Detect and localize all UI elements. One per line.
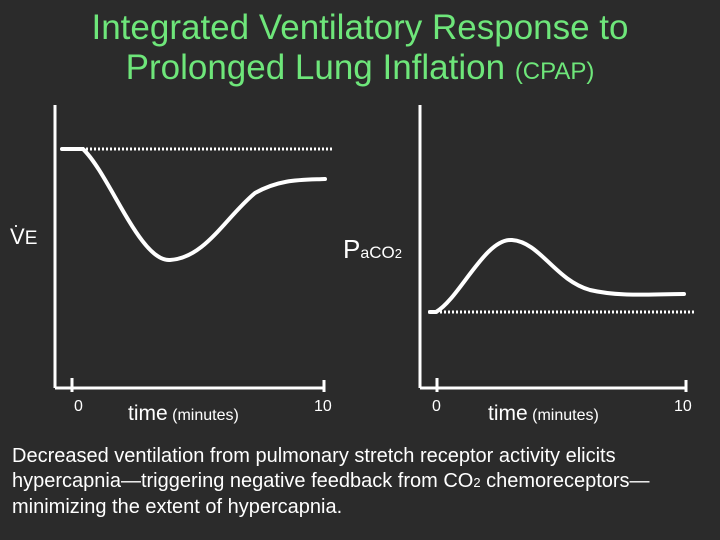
right-paco2-curve [428, 237, 686, 314]
right-plot [418, 105, 696, 392]
right-xlabel-unit: (minutes) [532, 407, 599, 424]
right-tick-label-0: 0 [432, 398, 441, 415]
left-ylabel-v: V [10, 224, 25, 249]
left-ylabel-e: E [24, 228, 38, 249]
right-ylabel-a: a [360, 245, 370, 262]
caption-part-1: Decreased ventilation from pulmonary str… [12, 445, 616, 492]
title-line-2-main: Prolonged Lung Inflation [125, 48, 506, 87]
caption-text: Decreased ventilation from pulmonary str… [12, 444, 712, 520]
right-xlabel-main: time [488, 402, 528, 425]
right-tick-label-10: 10 [674, 398, 692, 415]
right-xlabel: time (minutes) [488, 402, 599, 426]
slide-title: Integrated Ventilatory Response to Prolo… [0, 8, 720, 92]
left-xlabel: time (minutes) [128, 402, 239, 426]
left-plot [53, 105, 332, 392]
title-line-1: Integrated Ventilatory Response to [91, 8, 629, 47]
caption-co2-subscript: 2 [473, 475, 481, 490]
left-tick-label-10: 10 [314, 398, 332, 415]
right-ylabel: PaCO2 [343, 234, 402, 265]
left-xlabel-main: time [128, 402, 168, 425]
right-ylabel-2: 2 [394, 246, 402, 261]
left-tick-label-0: 0 [74, 398, 83, 415]
ve-dot: · [13, 215, 19, 235]
right-ylabel-co: CO [369, 243, 395, 262]
left-xlabel-unit: (minutes) [172, 407, 239, 424]
left-ventilation-curve [60, 147, 327, 263]
title-line-2-suffix: (CPAP) [514, 58, 595, 85]
right-ylabel-p: P [343, 234, 361, 264]
left-ylabel: · VE [10, 216, 38, 250]
title-line-2: Prolonged Lung Inflation (CPAP) [0, 48, 720, 92]
caption-part-2: chemoreceptors—minimizing the extent of … [12, 470, 650, 518]
